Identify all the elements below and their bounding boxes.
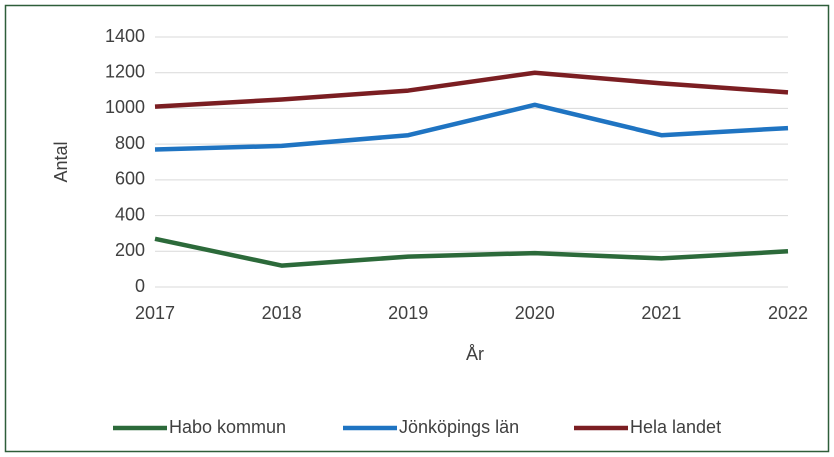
y-tick-label: 400	[115, 204, 145, 224]
series-line	[154, 102, 789, 152]
y-tick-label: 200	[115, 240, 145, 260]
x-axis-title: År	[466, 344, 484, 364]
series-line	[154, 70, 789, 109]
y-tick-label: 1200	[105, 61, 145, 81]
y-tick-label: 800	[115, 133, 145, 153]
x-tick-label: 2021	[641, 303, 681, 323]
y-axis-title: Antal	[51, 141, 71, 182]
chart-border	[4, 4, 830, 453]
y-tick-label: 1000	[105, 97, 145, 117]
series-line	[154, 236, 789, 268]
y-tick-label: 1400	[105, 26, 145, 46]
x-tick-label: 2017	[135, 303, 175, 323]
x-tick-label: 2020	[515, 303, 555, 323]
x-tick-label: 2018	[262, 303, 302, 323]
y-tick-label: 0	[135, 276, 145, 296]
x-tick-label: 2019	[388, 303, 428, 323]
y-tick-label: 600	[115, 169, 145, 189]
x-tick-label: 2022	[768, 303, 808, 323]
legend-label: Jönköpings län	[399, 417, 519, 437]
legend-label: Hela landet	[630, 417, 721, 437]
legend-label: Habo kommun	[169, 417, 286, 437]
